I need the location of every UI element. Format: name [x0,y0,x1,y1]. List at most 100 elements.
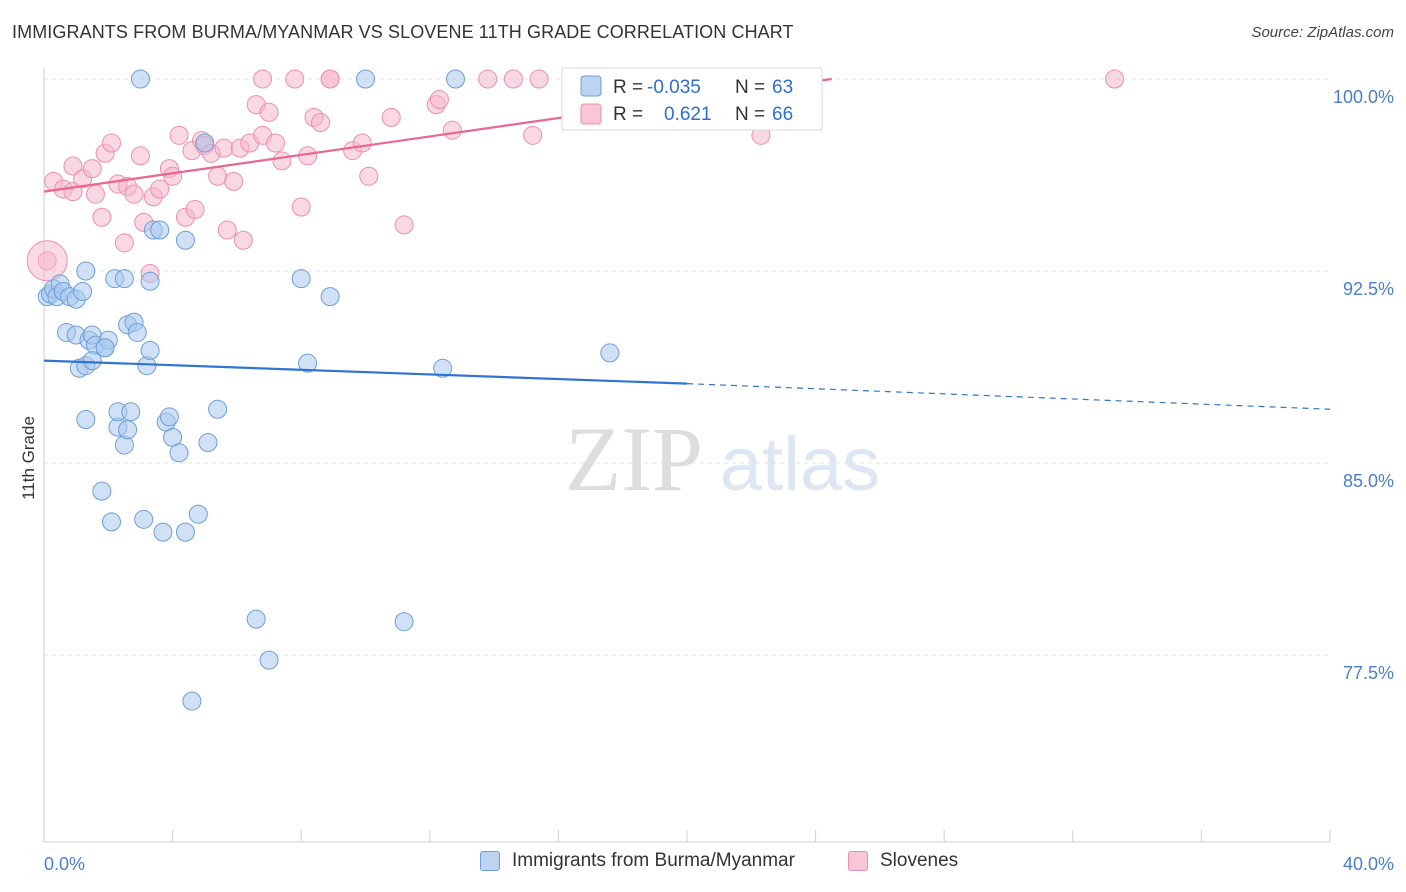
burma-point [153,522,173,542]
slovenes-point [124,184,144,204]
burma-point [130,69,150,89]
slovenes-point [394,215,414,235]
slovenes-point [291,197,311,217]
legend-label-slovenes: Slovenes [880,850,959,871]
slovenes-point [208,166,228,186]
slovenes-point [272,151,292,171]
burma-point [102,512,122,532]
legend-n-value-pink: 66 [772,104,793,125]
burma-point [114,435,134,455]
slovenes-point [320,69,340,89]
burma-point [433,358,453,378]
burma-point [134,509,154,529]
slovenes-point [217,220,237,240]
trend-line-burma-extension [686,383,1331,410]
burma-point [600,343,620,363]
series-burma-points [37,69,620,711]
legend-r-label-blue: R = [613,77,643,98]
correlation-legend: R = -0.035 N = 63 R = 0.621 N = 66 [561,67,823,131]
slovenes-point [253,69,273,89]
slovenes-point [310,113,330,133]
legend-swatch-pink [580,103,602,125]
burma-point [356,69,375,89]
burma-point [246,609,266,629]
legend-n-label-pink: N = [735,104,765,125]
axes [43,68,1331,843]
slovenes-point [130,146,150,166]
x-tick-label: 0.0% [44,854,85,874]
trend-line-burma [43,359,688,385]
burma-point [140,340,160,360]
burma-point [76,261,96,281]
burma-point [298,353,318,373]
slovenes-point [352,133,372,153]
burma-point [92,481,112,501]
slovenes-point [150,179,170,199]
legend-r-label-pink: R = [613,104,643,125]
slovenes-point [529,69,549,89]
slovenes-point [265,133,285,153]
burma-point [95,338,115,358]
series-slovenes-points [26,69,1125,284]
burma-point [198,433,218,453]
slovenes-point [478,69,498,89]
legend-n-label-blue: N = [735,77,765,98]
burma-point [446,69,466,89]
legend-frame [561,67,823,131]
burma-point [114,269,134,289]
legend-n-value-blue: 63 [772,77,793,98]
slovenes-point [442,120,462,140]
x-tick-label: 40.0% [1343,854,1394,874]
slovenes-point [359,166,379,186]
slovenes-point [214,138,234,158]
slovenes-point [233,230,253,250]
slovenes-point [92,207,112,227]
slovenes-point [1105,69,1125,89]
source-label: Source: ZipAtlas.com [1251,24,1394,41]
burma-point [73,281,93,301]
slovenes-point [259,102,279,122]
legend-item-slovenes: Slovenes [848,850,958,872]
legend-r-value-blue: -0.035 [647,77,701,98]
slovenes-point [169,125,189,145]
legend-swatch-burma [480,851,500,871]
burma-point [175,230,195,250]
burma-point [182,691,202,711]
y-tick-label: 85.0% [1343,471,1394,491]
burma-point [127,322,147,342]
burma-point [121,402,141,422]
burma-point [208,399,228,419]
burma-point [291,269,311,289]
slovenes-point [503,69,523,89]
watermark-zip: ZIP [565,408,703,510]
y-axis-label: 11th Grade [19,416,38,500]
slovenes-point [102,133,122,153]
burma-point [118,420,138,440]
y-tick-label: 100.0% [1333,87,1394,107]
slovenes-point [285,69,305,89]
burma-point [195,133,215,153]
legend-swatch-slovenes [848,851,868,871]
y-tick-label: 92.5% [1343,279,1394,299]
burma-point [320,287,340,307]
slovenes-point [381,107,401,127]
slovenes-point [185,200,205,220]
watermark-atlas: atlas [720,422,881,507]
slovenes-point [82,159,102,179]
slovenes-point [224,171,244,191]
legend-swatch-blue [580,75,602,97]
burma-point [175,522,195,542]
tick-labels: 100.0% 92.5% 85.0% 77.5% 0.0% 40.0% [44,87,1394,874]
legend-item-burma: Immigrants from Burma/Myanmar [480,850,795,872]
slovenes-point [163,166,183,186]
legend-label-burma: Immigrants from Burma/Myanmar [512,850,795,871]
y-tick-label: 77.5% [1343,663,1394,683]
burma-point [76,409,96,429]
burma-point [159,407,179,427]
slovenes-point [85,184,105,204]
legend-r-value-pink: 0.621 [664,104,712,125]
burma-point [259,650,279,670]
burma-point [137,356,157,376]
burma-point [169,443,189,463]
